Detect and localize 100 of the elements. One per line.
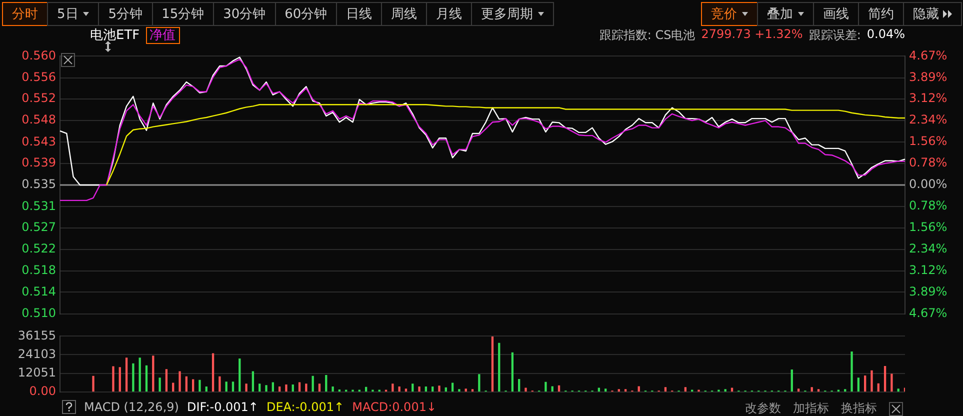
y-tick-label: 0.543 xyxy=(22,134,56,148)
text: 跟踪指数: CS电池 xyxy=(599,27,696,44)
text: 隐藏 xyxy=(913,6,939,23)
bar xyxy=(844,389,846,392)
bar xyxy=(265,385,268,392)
bar xyxy=(112,366,114,392)
bar xyxy=(511,352,514,392)
y2-tick-label: 0.78% xyxy=(909,156,948,170)
text: 跟踪误差: xyxy=(808,27,861,44)
bar xyxy=(897,388,900,392)
text: MACD:0.001↓ xyxy=(352,400,437,414)
bar xyxy=(298,382,301,392)
bar xyxy=(118,367,121,392)
text: MACD (12,26,9) xyxy=(84,400,179,414)
bar xyxy=(884,366,886,392)
bar xyxy=(312,376,314,392)
text: 电池ETF xyxy=(90,28,140,43)
bar xyxy=(212,353,214,392)
bar xyxy=(418,386,420,392)
bar xyxy=(857,378,860,392)
text: 2799.73 +1.32% xyxy=(701,27,803,43)
text: 分时 xyxy=(12,6,38,23)
text: 0.04% xyxy=(866,27,905,43)
y2-tick-label: 2.34% xyxy=(909,112,948,127)
bar xyxy=(92,376,94,392)
bar xyxy=(524,388,527,392)
y-tick-label: 0.548 xyxy=(22,112,56,127)
bar xyxy=(192,379,194,392)
bar xyxy=(491,336,494,392)
y-tick-label: 12051 xyxy=(18,365,56,380)
bar xyxy=(870,370,873,392)
text: DIF:-0.001↑ xyxy=(186,400,258,414)
y-tick-label: 36155 xyxy=(18,328,56,342)
bar xyxy=(618,389,620,392)
bar xyxy=(724,389,726,392)
bar xyxy=(285,384,288,392)
bar xyxy=(138,358,141,392)
bar xyxy=(305,384,308,392)
y2-tick-label: 3.12% xyxy=(909,91,948,106)
y-tick-label: 0.510 xyxy=(22,306,56,320)
y2-tick-label: 4.67% xyxy=(909,306,948,320)
y-tick-label: 0.514 xyxy=(22,284,56,298)
bar xyxy=(424,386,428,392)
bar xyxy=(398,386,400,392)
bar xyxy=(198,380,201,392)
text: 5分钟 xyxy=(108,6,143,23)
bar xyxy=(404,388,408,392)
bar xyxy=(232,382,234,392)
text: 月线 xyxy=(436,6,462,23)
text: 加指标 xyxy=(793,400,829,416)
bar xyxy=(478,374,480,392)
y-tick-label: 0.560 xyxy=(22,48,56,62)
bar xyxy=(218,376,221,392)
y2-tick-label: 0.78% xyxy=(909,198,948,213)
y2-tick-label: 0.00% xyxy=(909,177,948,192)
y-tick-label: 0.518 xyxy=(22,263,56,278)
bar xyxy=(225,382,228,392)
y-tick-label: 0.00 xyxy=(29,384,56,398)
y2-tick-label: 3.89% xyxy=(909,70,948,84)
bar xyxy=(432,386,434,392)
bar xyxy=(598,388,600,392)
text: 更多周期 xyxy=(481,6,534,23)
text: 画线 xyxy=(823,6,849,23)
y2-tick-label: 4.67% xyxy=(909,48,948,62)
bar xyxy=(165,369,168,392)
bar xyxy=(325,374,328,392)
bar xyxy=(544,382,547,392)
bar xyxy=(471,389,474,392)
bar xyxy=(604,388,607,392)
bar xyxy=(438,386,440,392)
bar xyxy=(132,363,134,392)
bar xyxy=(684,387,687,392)
y-tick-label: 0.535 xyxy=(22,177,56,192)
bar xyxy=(158,378,161,392)
bar xyxy=(292,384,294,392)
text: 净值 xyxy=(146,27,180,44)
bar xyxy=(125,358,128,392)
y2-tick-label: 3.12% xyxy=(909,263,948,278)
bar xyxy=(810,387,813,392)
text: 5日 xyxy=(57,6,78,23)
bar xyxy=(890,374,893,392)
bar xyxy=(624,389,627,392)
bar xyxy=(332,386,334,392)
y2-tick-label: 2.34% xyxy=(909,242,948,256)
text: 简约 xyxy=(868,6,894,23)
text: 15分钟 xyxy=(162,6,204,23)
bar xyxy=(252,371,254,392)
bar xyxy=(412,384,414,392)
bar xyxy=(518,379,520,392)
bar xyxy=(730,388,734,392)
bar xyxy=(245,384,248,392)
y2-tick-label: 1.56% xyxy=(909,220,948,234)
bar xyxy=(152,356,154,392)
bar xyxy=(664,387,667,392)
bar xyxy=(877,383,880,392)
text: 改参数 xyxy=(745,400,781,416)
text: 换指标 xyxy=(841,400,877,416)
y-tick-label: 0.539 xyxy=(22,155,56,170)
bar xyxy=(850,352,853,392)
y-tick-label: 0.531 xyxy=(22,198,56,213)
